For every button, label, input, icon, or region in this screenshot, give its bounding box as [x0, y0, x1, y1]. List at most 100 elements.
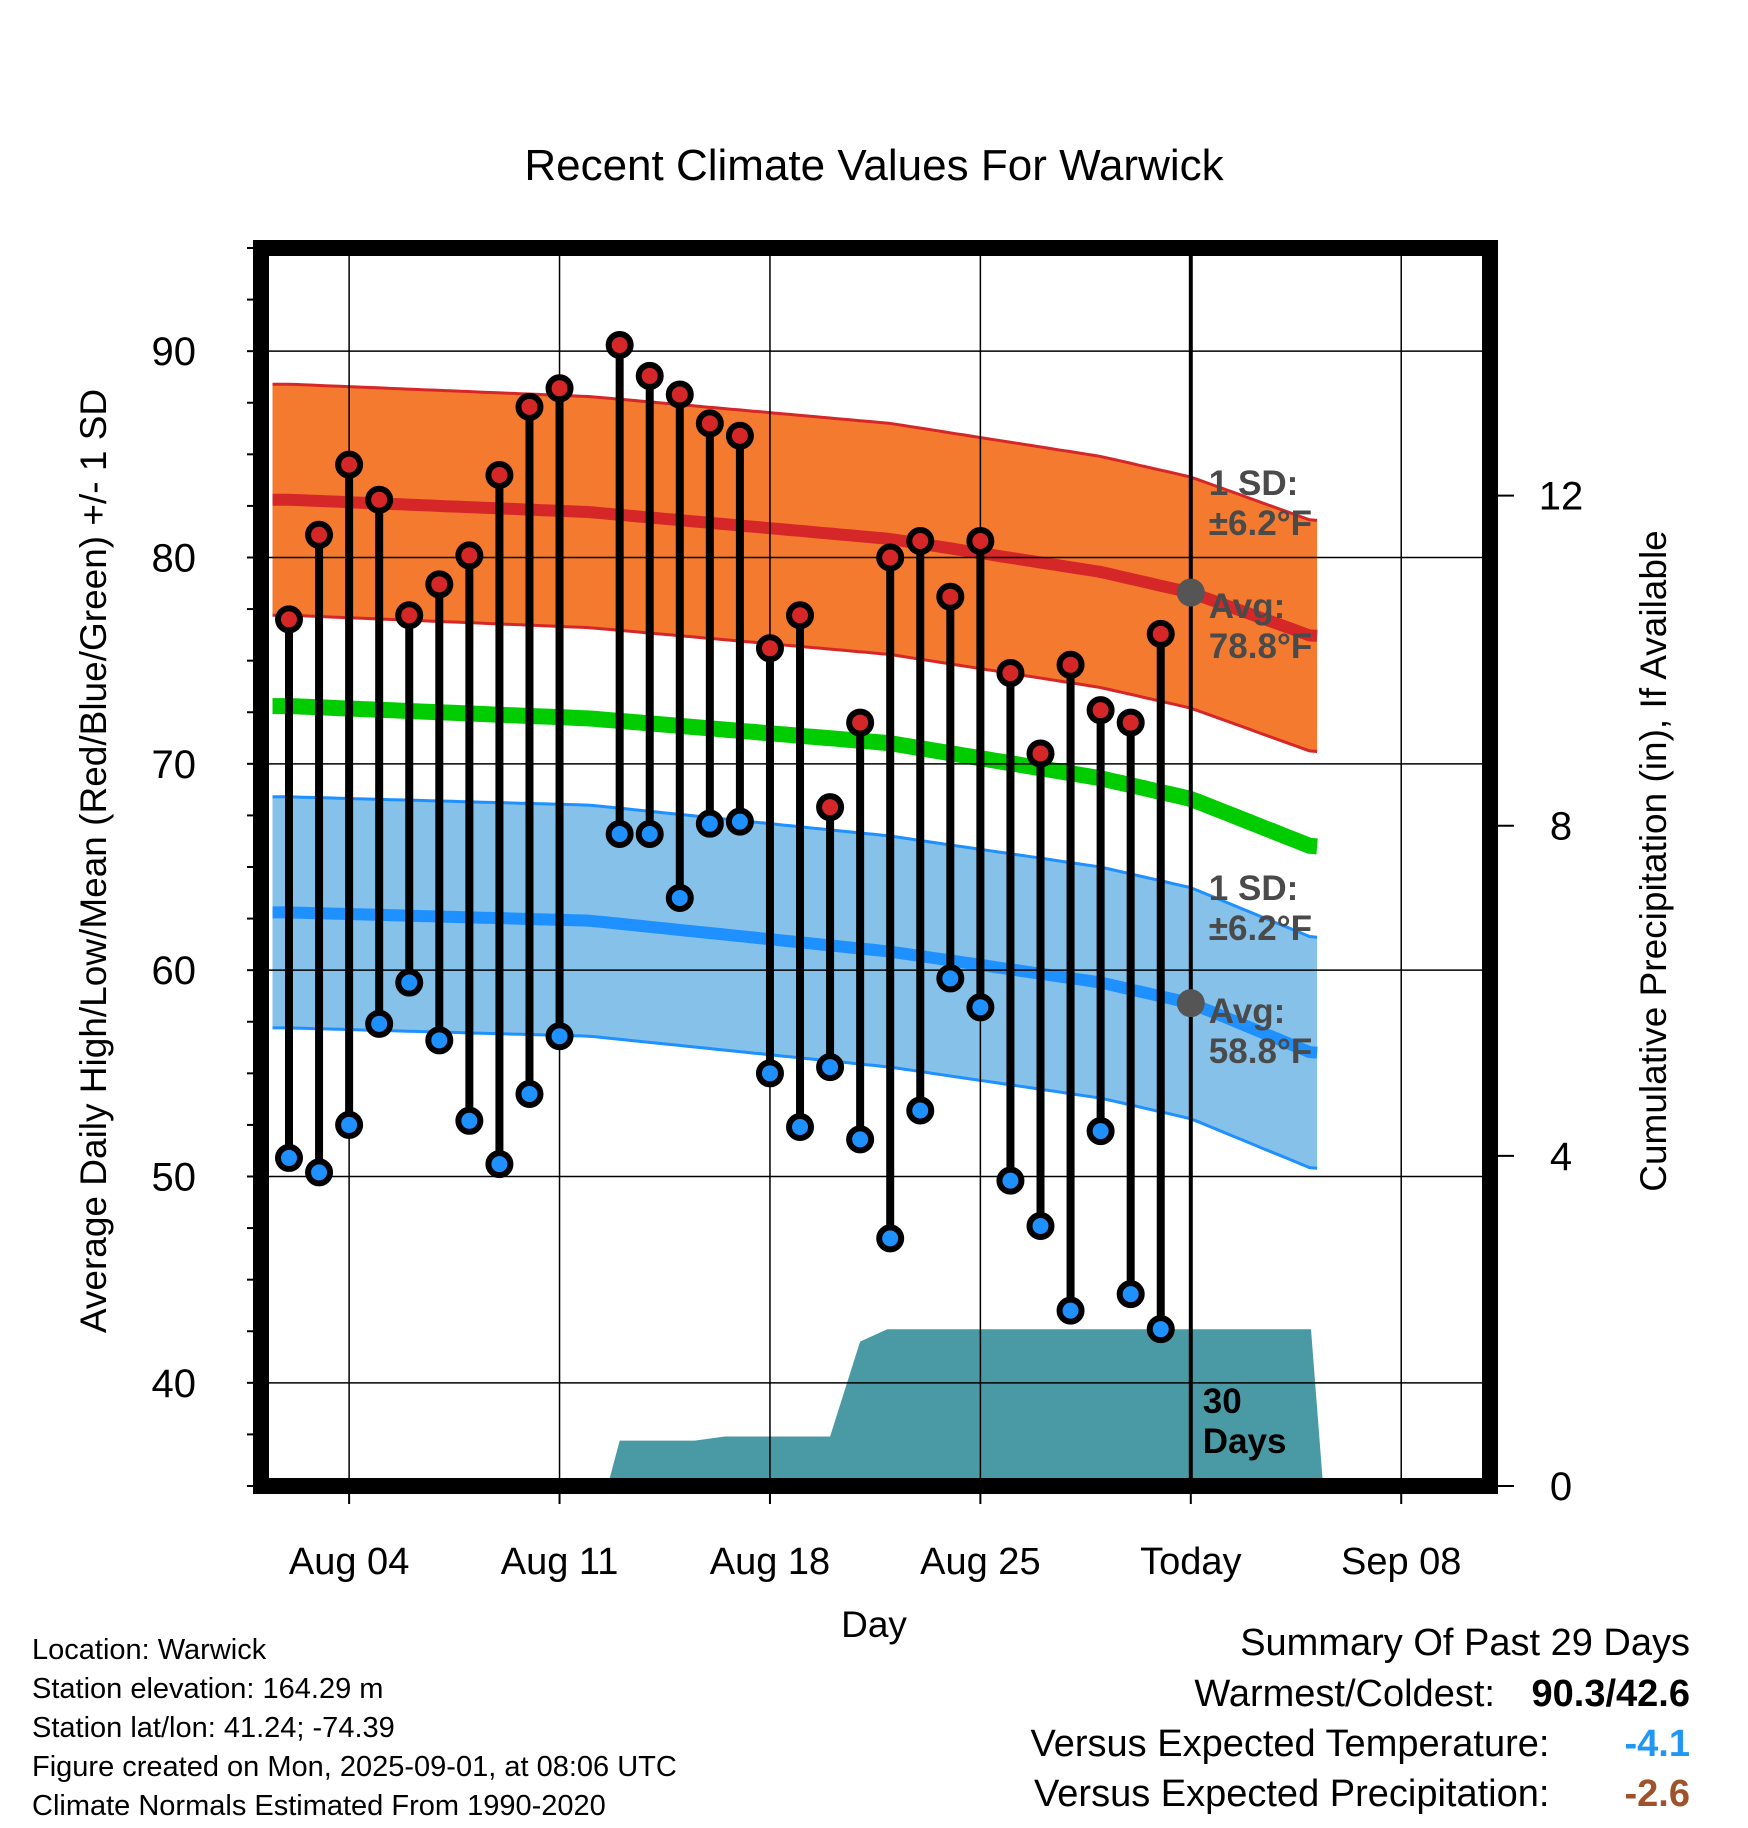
normals-text: Climate Normals Estimated From 1990-2020 [32, 1790, 606, 1822]
y-tick-label-left: 50 [152, 1156, 197, 1200]
warm-cold-value: 90.3/42.6 [1531, 1673, 1690, 1715]
normal-high-sd-band-lower-edge [272, 613, 1318, 753]
daily-low-point [515, 1079, 544, 1108]
x-tick-label: Aug 25 [920, 1541, 1040, 1583]
daily-high-point [395, 601, 424, 630]
normal-high-line [272, 493, 1318, 642]
daily-low-point [1026, 1212, 1055, 1241]
elevation-text: Station elevation: 164.29 m [32, 1673, 384, 1705]
daily-high-point [786, 601, 815, 630]
daily-low-point [545, 1022, 574, 1051]
daily-high-point [725, 421, 754, 450]
y-tick-label-left: 60 [152, 949, 197, 993]
daily-low-point [275, 1143, 303, 1172]
daily-high-point [275, 605, 303, 634]
cumulative-precip-area [607, 1329, 1324, 1486]
location-text: Location: Warwick [32, 1634, 267, 1666]
daily-low-point [786, 1112, 815, 1141]
y-axis-label-right: Cumulative Precipitation (in), If Availa… [1633, 530, 1674, 1192]
latlon-text: Station lat/lon: 41.24; -74.39 [32, 1712, 395, 1744]
daily-high-point [515, 392, 544, 421]
low-avg-label: Avg: [1209, 992, 1285, 1031]
chart-title: Recent Climate Values For Warwick [524, 141, 1224, 190]
precip-row: Versus Expected Precipitation: -2.6 [1034, 1773, 1690, 1816]
daily-low-point [1146, 1315, 1175, 1344]
daily-high-point [635, 361, 664, 390]
high-sd-value: ±6.2°F [1209, 504, 1312, 543]
precip-label: Versus Expected Precipitation: [1034, 1773, 1550, 1815]
daily-low-point [1056, 1296, 1085, 1325]
daily-low-point [695, 809, 724, 838]
normal-high-sd-band-upper-edge [272, 382, 1318, 522]
daily-low-point [665, 883, 694, 912]
high-avg-value: 78.8°F [1209, 627, 1313, 666]
low-avg-value: 58.8°F [1209, 1032, 1313, 1071]
daily-low-point [455, 1106, 484, 1135]
daily-high-point [906, 526, 935, 555]
daily-low-point [725, 807, 754, 836]
y-tick-label-right: 0 [1550, 1465, 1572, 1509]
daily-high-point [996, 659, 1025, 688]
x-tick-label: Aug 18 [710, 1541, 830, 1583]
daily-low-point [1116, 1280, 1145, 1309]
today-high-avg-marker [1176, 578, 1205, 607]
daily-high-point [425, 570, 454, 599]
summary-title: Summary Of Past 29 Days [1240, 1622, 1690, 1664]
temp-label: Versus Expected Temperature: [1030, 1723, 1550, 1765]
daily-low-point [485, 1150, 514, 1179]
daily-low-point [1086, 1117, 1115, 1146]
daily-high-point [1086, 696, 1115, 725]
daily-low-point [755, 1059, 784, 1088]
temp-row: Versus Expected Temperature: -4.1 [1031, 1723, 1690, 1766]
y-axis-label-left: Average Daily High/Low/Mean (Red/Blue/Gr… [73, 389, 114, 1333]
today-low-avg-marker [1176, 989, 1205, 1018]
daily-high-point [665, 380, 694, 409]
plot-frame [253, 240, 1498, 1494]
daily-high-point [485, 460, 514, 489]
daily-high-point [1026, 739, 1055, 768]
daily-high-point [936, 582, 965, 611]
days-text-label: Days [1203, 1422, 1287, 1461]
warm-cold-label: Warmest/Coldest: [1194, 1673, 1495, 1715]
x-tick-label: Aug 04 [289, 1541, 409, 1583]
daily-low-point [816, 1053, 845, 1082]
normal-low-sd-band [272, 796, 1318, 1169]
y-tick-label-left: 90 [152, 330, 197, 374]
daily-high-point [1056, 650, 1085, 679]
daily-high-point [365, 485, 394, 514]
daily-low-point [305, 1158, 334, 1187]
daily-high-point [1116, 708, 1145, 737]
daily-high-point [695, 409, 724, 438]
y-tick-label-left: 40 [152, 1362, 197, 1406]
daily-low-point [635, 819, 664, 848]
daily-low-point [395, 968, 424, 997]
x-tick-label: Today [1140, 1541, 1241, 1583]
y-tick-label-right: 4 [1550, 1135, 1572, 1179]
temp-value: -4.1 [1624, 1723, 1690, 1765]
daily-high-point [545, 374, 574, 403]
high-sd-label: 1 SD: [1209, 464, 1298, 503]
daily-low-point [936, 964, 965, 993]
y-tick-label-left: 70 [152, 743, 197, 787]
daily-high-point [755, 634, 784, 663]
daily-low-point [996, 1166, 1025, 1195]
daily-low-point [365, 1009, 394, 1038]
daily-high-point [305, 520, 334, 549]
x-tick-label: Sep 08 [1341, 1541, 1461, 1583]
daily-low-point [425, 1026, 454, 1055]
daily-low-point [846, 1125, 875, 1154]
daily-low-point [876, 1224, 905, 1253]
daily-high-point [455, 541, 484, 570]
high-avg-label: Avg: [1209, 587, 1285, 626]
daily-low-point [605, 819, 634, 848]
daily-low-point [966, 993, 995, 1022]
daily-high-point [816, 793, 845, 822]
normal-mean-line [272, 698, 1318, 855]
precip-value: -2.6 [1624, 1773, 1690, 1815]
daily-high-point [605, 330, 634, 359]
warm-cold-row: Warmest/Coldest: 90.3/42.6 [1194, 1673, 1690, 1716]
